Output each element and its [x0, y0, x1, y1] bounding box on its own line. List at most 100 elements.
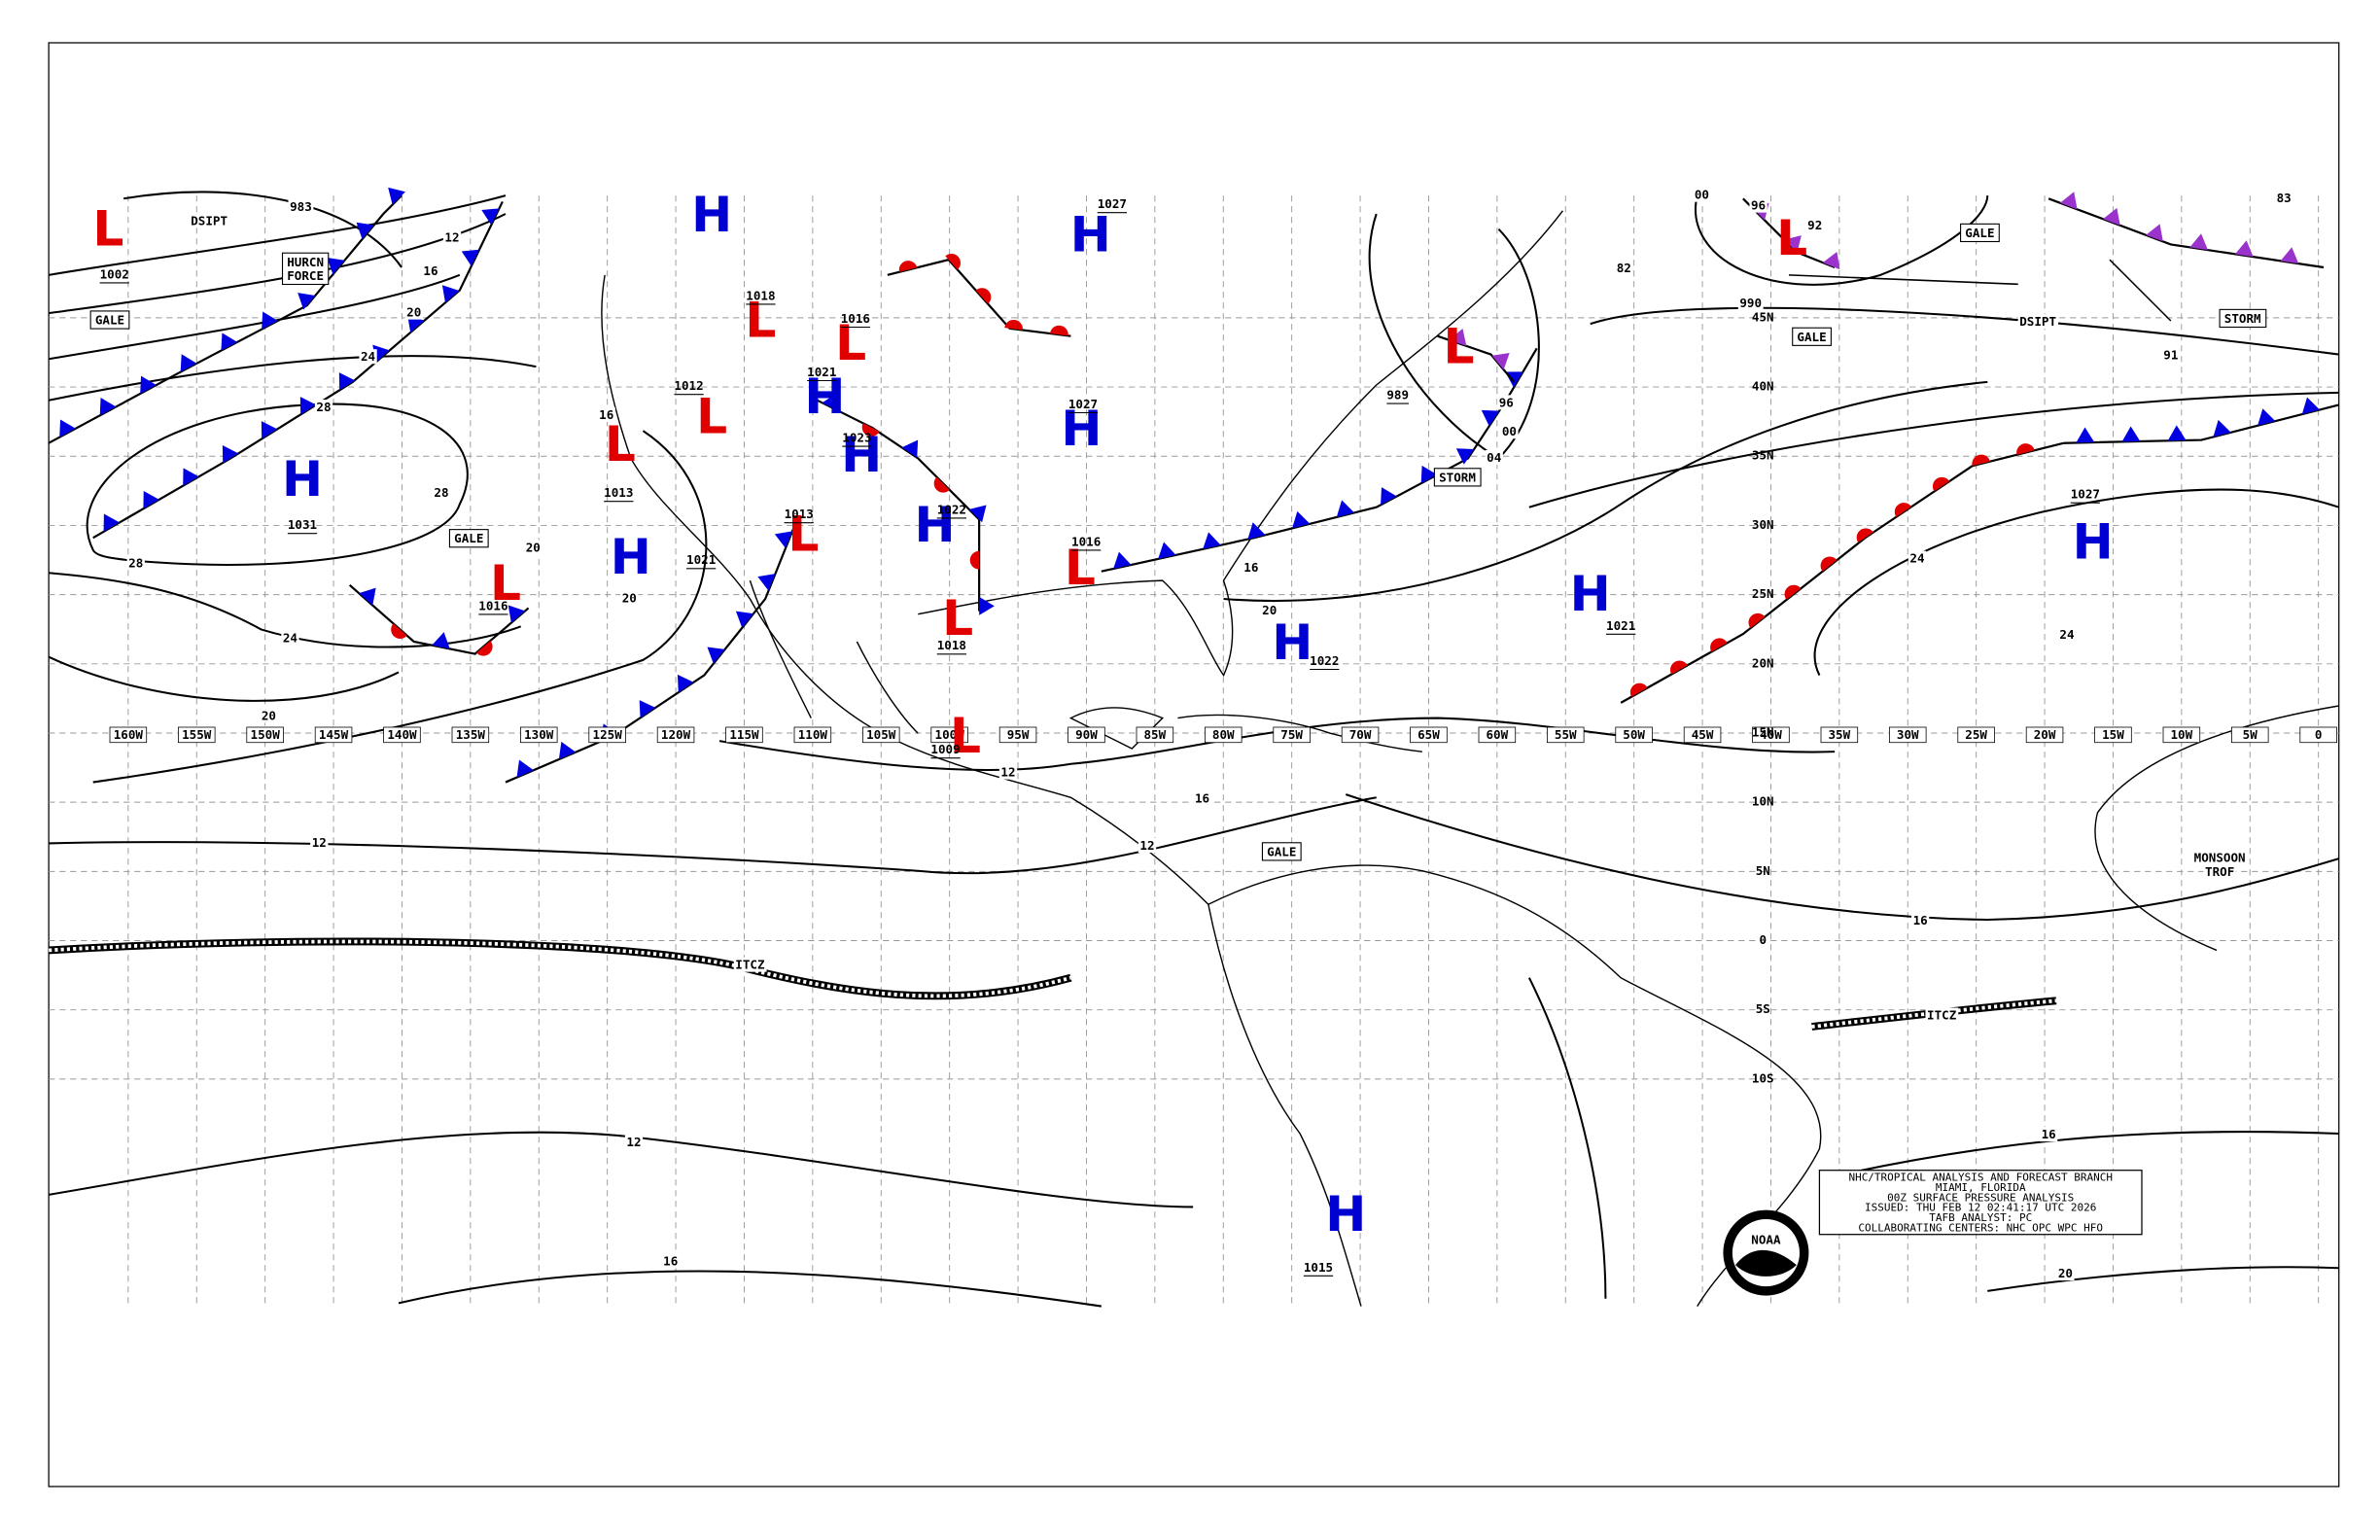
isobar-label: 24: [1909, 551, 1924, 566]
central-pressure: 1013: [604, 485, 633, 500]
lon-label-box: [1752, 726, 1790, 744]
isobar: [1813, 488, 2340, 677]
pressure-center: H: [804, 368, 845, 425]
cold-front-mark: [143, 490, 159, 509]
lon-label-box: [1205, 726, 1242, 744]
lon-label-box: [1341, 726, 1380, 744]
isobar-label-bg: [1138, 838, 1157, 854]
pressure-center: H: [2073, 513, 2114, 571]
coastline: [918, 210, 1563, 677]
lon-label-box: [178, 726, 216, 744]
isobar-label: 28: [434, 485, 448, 500]
lon-label: 55W: [1555, 727, 1577, 742]
lon-label: 45W: [1692, 727, 1714, 742]
pressure-center: L: [745, 292, 776, 349]
isobar: [48, 1131, 1194, 1208]
warm-front-mark: [476, 641, 493, 656]
isobar-label: 20: [406, 305, 421, 320]
lat-label: 45N: [1752, 309, 1774, 324]
warning-box: [1792, 327, 1832, 346]
warm-front-mark: [1669, 660, 1688, 675]
lon-label: 40W: [1760, 727, 1782, 742]
front-line: [2048, 197, 2325, 269]
isobar-label-bg: [1805, 218, 1824, 233]
isobar: [1695, 194, 1989, 286]
warm-front-mark: [1820, 556, 1838, 572]
isobar: [48, 273, 461, 361]
cold-front-mark: [2167, 425, 2187, 441]
isobar: [48, 355, 537, 402]
cold-front-mark: [441, 285, 460, 303]
isobar-label: 16: [599, 407, 613, 422]
lon-label-box: [1820, 726, 1859, 744]
cold-front-mark: [1158, 542, 1176, 559]
lon-label: 15W: [2102, 727, 2124, 742]
lon-label: 25W: [1965, 727, 1987, 742]
lon-label-box: [1615, 726, 1653, 744]
cold-front-mark: [774, 531, 792, 548]
info-line: MIAMI, FLORIDA: [1936, 1181, 2026, 1194]
annotation-bg: [2192, 850, 2248, 865]
lon-label: 160W: [114, 727, 144, 742]
lon-label-box: [1683, 726, 1722, 744]
cold-front-mark: [2121, 426, 2141, 442]
isobar-label-bg: [624, 1134, 644, 1149]
isobar-label: 96: [1499, 395, 1514, 409]
cold-front-mark: [979, 596, 995, 615]
isobar-label-bg: [2040, 1127, 2058, 1142]
cold-front-mark: [221, 332, 238, 351]
lon-label-box: [725, 726, 763, 744]
lon-label: 105W: [866, 727, 896, 742]
isobar-label: 12: [312, 835, 327, 850]
warm-front-mark: [391, 623, 407, 639]
cold-front-mark: [327, 257, 345, 275]
isobar-label-bg: [126, 555, 145, 571]
central-pressure: 1016: [1071, 534, 1101, 548]
lon-label-box: [109, 726, 148, 744]
warm-front-mark: [945, 253, 962, 270]
isobar: [1223, 380, 1988, 603]
isobar: [49, 572, 522, 648]
pressure-center: H: [611, 528, 651, 585]
front-line: [348, 584, 530, 655]
isobar-label: 990: [1739, 296, 1762, 310]
cold-front-mark: [1203, 532, 1221, 549]
warning-box: [1261, 842, 1302, 861]
info-line: COLLABORATING CENTERS: NHC OPC WPC HFO: [1858, 1221, 2103, 1234]
lon-label: 145W: [319, 727, 349, 742]
isobar-label-bg: [404, 304, 423, 320]
fronts: [48, 187, 2339, 784]
warning-box: [1960, 223, 2000, 243]
lon-label: 130W: [524, 727, 554, 742]
isobar-label-bg: [432, 485, 451, 501]
isobar: [1987, 1266, 2339, 1292]
isobar-label: 83: [2277, 191, 2292, 205]
isobar-label-bg: [1615, 261, 1633, 276]
isobar-label-bg: [1497, 395, 1516, 410]
isobar-label: 16: [1913, 913, 1928, 928]
cold-front-mark: [2280, 247, 2299, 264]
isobar-label: 20: [262, 709, 276, 723]
isobar: [1527, 977, 1607, 1299]
lon-label-box: [1410, 726, 1448, 744]
warning: FORCE: [287, 268, 324, 283]
lon-label: 120W: [661, 727, 691, 742]
lat-label: 10N: [1752, 794, 1774, 809]
warning-box: [448, 529, 489, 548]
central-pressure: 1002: [100, 266, 129, 281]
isobar-label-bg: [661, 1253, 680, 1269]
pressure-center: L: [92, 199, 123, 257]
lon-label: 35W: [1829, 727, 1851, 742]
pressure-center: L: [605, 415, 636, 472]
cold-front-mark: [388, 187, 405, 205]
lon-label-box: [862, 726, 900, 744]
lon-label: 60W: [1487, 727, 1509, 742]
warning: STORM: [1439, 470, 1476, 484]
isobar-label: 24: [283, 630, 298, 645]
cold-front-mark: [735, 611, 754, 628]
cold-front-mark: [2189, 233, 2209, 251]
cold-front-mark: [140, 375, 157, 394]
pressure-center: L: [1065, 539, 1096, 596]
isobar: [92, 430, 708, 784]
pressure-center: L: [788, 506, 819, 563]
